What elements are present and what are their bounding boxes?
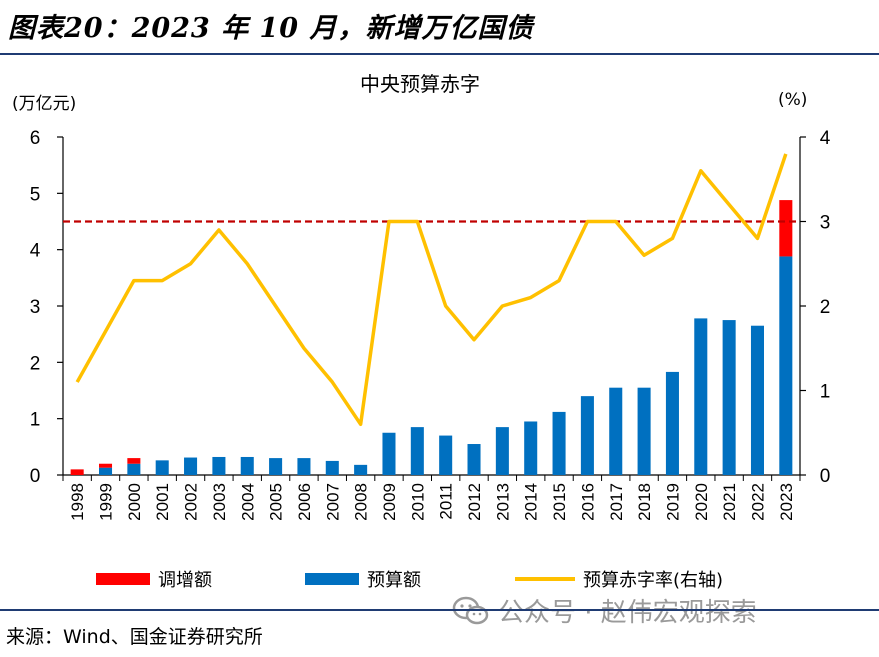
bar-budget xyxy=(722,320,736,475)
x-tick-label: 2023 xyxy=(777,483,796,521)
left-tick-label: 4 xyxy=(30,241,41,262)
bar-budget xyxy=(552,411,566,475)
x-tick-label: 2013 xyxy=(493,483,512,521)
x-tick-label: 2000 xyxy=(125,483,144,521)
bars xyxy=(70,200,793,475)
legend-swatch-adjustment xyxy=(96,573,150,585)
x-tick-label: 2007 xyxy=(323,483,342,521)
x-tick-label: 2014 xyxy=(522,483,541,521)
bar-adjustment xyxy=(98,463,113,468)
figure-title: 图表20：2023 年 10 月，新增万亿国债 xyxy=(8,13,534,44)
bar-budget xyxy=(269,458,283,475)
top-rule xyxy=(0,53,879,55)
right-axis-unit: (%) xyxy=(778,90,807,110)
bar-budget xyxy=(750,325,765,475)
left-axis-unit: (万亿元) xyxy=(12,94,76,114)
deficit-chart: 中央预算赤字 (万亿元) (%) 0 1 2 3 4 5 6 0 1 2 3 4 1998 1999 20… xyxy=(12,72,831,521)
right-tick-label: 0 xyxy=(820,466,831,487)
x-tick-label: 2012 xyxy=(465,483,484,521)
left-tick-label: 1 xyxy=(30,410,41,431)
bar-budget xyxy=(637,387,651,475)
bar-budget xyxy=(240,456,254,475)
right-tick-label: 3 xyxy=(820,213,831,234)
bar-adjustment xyxy=(70,469,84,475)
legend-item-adjustment: 调增额 xyxy=(96,566,212,592)
bar-budget xyxy=(212,456,226,475)
x-tick-label: 2016 xyxy=(578,483,597,521)
x-tick-label: 2018 xyxy=(635,483,654,521)
bar-budget xyxy=(184,457,198,475)
x-tick-label: 1999 xyxy=(97,483,116,521)
bar-budget xyxy=(665,371,679,475)
watermark: 公众号 · 赵伟宏观探索 xyxy=(452,592,757,629)
bar-budget xyxy=(382,432,396,475)
bar-budget xyxy=(439,435,453,475)
x-tick-label: 2008 xyxy=(352,483,371,521)
bar-budget xyxy=(694,318,708,475)
legend-swatch-deficit-rate xyxy=(515,577,575,581)
x-tick-label: 2022 xyxy=(748,483,767,521)
x-tick-label: 2005 xyxy=(267,483,286,521)
bar-adjustment xyxy=(127,458,141,464)
legend-label-adjustment: 调增额 xyxy=(158,570,212,591)
chart-title: 中央预算赤字 xyxy=(360,72,480,96)
left-tick-label: 0 xyxy=(30,466,41,487)
left-tick-label: 5 xyxy=(30,184,41,205)
legend-label-budget: 预算额 xyxy=(367,570,421,591)
bar-budget xyxy=(297,458,311,475)
x-tick-label: 2004 xyxy=(238,483,257,521)
deficit-rate-line xyxy=(75,153,788,427)
x-tick-label: 2010 xyxy=(408,483,427,521)
bar-adjustment xyxy=(779,200,793,257)
bar-budget xyxy=(354,464,368,475)
bar-budget xyxy=(495,427,509,475)
bar-budget xyxy=(609,387,623,475)
deficit-rate-line-group xyxy=(75,153,788,427)
x-tick-label: 2001 xyxy=(153,483,172,521)
x-tick-label: 2019 xyxy=(663,483,682,521)
x-tick-label: 2015 xyxy=(550,483,569,521)
x-tick-labels: 1998 1999 2000 2001 2002 2003 2004 2005 2006 2007… xyxy=(68,483,796,521)
bar-budget xyxy=(524,421,538,475)
x-tick-label: 2020 xyxy=(692,483,711,521)
left-tick-label: 3 xyxy=(30,297,41,318)
x-tick-label: 2006 xyxy=(295,483,314,521)
x-tick-label: 2009 xyxy=(380,483,399,521)
x-tick-label: 2011 xyxy=(437,483,456,520)
legend-item-deficit-rate: 预算赤字率(右轴) xyxy=(515,566,723,592)
bar-budget xyxy=(467,444,481,475)
bar-budget xyxy=(98,467,113,475)
left-tick-label: 6 xyxy=(30,128,41,149)
bottom-rule xyxy=(0,609,879,611)
bar-budget xyxy=(127,463,141,475)
bar-budget xyxy=(410,427,424,475)
watermark-text: 公众号 · 赵伟宏观探索 xyxy=(498,598,757,628)
bar-budget xyxy=(580,396,594,475)
legend-swatch-budget xyxy=(305,573,359,585)
right-tick-label: 4 xyxy=(820,128,831,149)
left-tick-label: 2 xyxy=(30,353,41,374)
x-tick-label: 2017 xyxy=(607,483,626,521)
bar-budget xyxy=(779,256,793,475)
bar-budget xyxy=(325,460,339,475)
x-tick-label: 1998 xyxy=(68,483,87,521)
legend-label-deficit-rate: 预算赤字率(右轴) xyxy=(583,570,724,591)
legend-item-budget: 预算额 xyxy=(305,566,421,592)
right-tick-label: 2 xyxy=(820,297,831,318)
x-tick-label: 2003 xyxy=(210,483,229,521)
x-tick-label: 2002 xyxy=(182,483,201,521)
source-note: 来源：Wind、国金证券研究所 xyxy=(6,626,263,648)
x-tick-label: 2021 xyxy=(720,483,739,521)
right-tick-label: 1 xyxy=(820,382,831,403)
bar-budget xyxy=(155,460,169,475)
